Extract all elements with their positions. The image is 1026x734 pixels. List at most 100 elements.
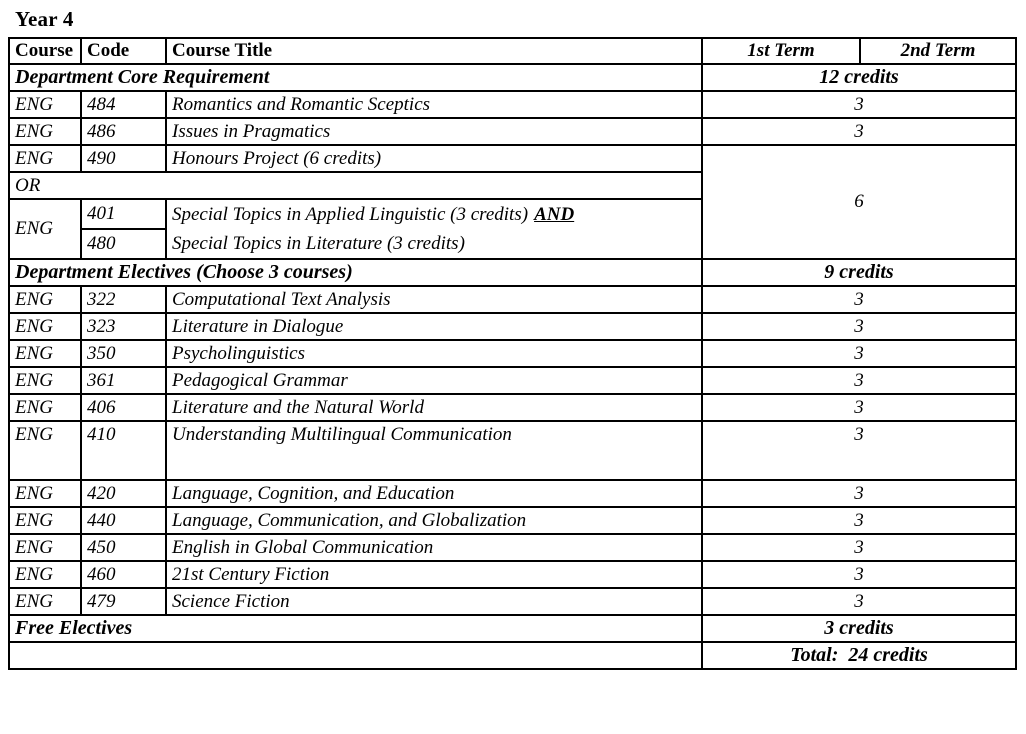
title-cell: Romantics and Romantic Sceptics (165, 90, 703, 119)
course-cell: ENG (8, 144, 82, 173)
course-row-eng484: ENG 484 Romantics and Romantic Sceptics … (8, 90, 1017, 119)
course-row-eng323: ENG 323 Literature in Dialogue 3 (8, 312, 1017, 341)
course-cell: ENG (8, 285, 82, 314)
title-cell: English in Global Communication (165, 533, 703, 562)
course-row-eng486: ENG 486 Issues in Pragmatics 3 (8, 117, 1017, 146)
code-cell: 484 (80, 90, 167, 119)
code-cell: 323 (80, 312, 167, 341)
course-row-eng460: ENG 460 21st Century Fiction 3 (8, 560, 1017, 589)
code-cell: 440 (80, 506, 167, 535)
code-cell: 322 (80, 285, 167, 314)
code-cell: 479 (80, 587, 167, 616)
title-cell: Science Fiction (165, 587, 703, 616)
course-row-eng410: ENG 410 Understanding Multilingual Commu… (8, 420, 1017, 481)
title-cell: Psycholinguistics (165, 339, 703, 368)
code-cell: 401 (80, 198, 167, 230)
code-cell: 486 (80, 117, 167, 146)
title-cell: Literature in Dialogue (165, 312, 703, 341)
title-cell: Literature and the Natural World (165, 393, 703, 422)
core-section-label: Department Core Requirement (8, 63, 703, 92)
course-row-eng406: ENG 406 Literature and the Natural World… (8, 393, 1017, 422)
course-cell: ENG (8, 366, 82, 395)
or-cell: OR (8, 171, 703, 200)
code-cell: 490 (80, 144, 167, 173)
alt-title-1-text: Special Topics in Applied Linguistic (3 … (172, 204, 529, 225)
core-section-credits: 12 credits (701, 63, 1017, 92)
course-row-eng350: ENG 350 Psycholinguistics 3 (8, 339, 1017, 368)
course-cell: ENG (8, 339, 82, 368)
core-section-row: Department Core Requirement 12 credits (8, 63, 1017, 92)
credits-cell: 3 (701, 393, 1017, 422)
title-cell: Language, Cognition, and Education (165, 479, 703, 508)
credits-cell: 3 (701, 339, 1017, 368)
credits-cell: 3 (701, 560, 1017, 589)
course-cell: ENG (8, 560, 82, 589)
title-cell: 21st Century Fiction (165, 560, 703, 589)
free-electives-row: Free Electives 3 credits (8, 614, 1017, 643)
credits-cell: 3 (701, 312, 1017, 341)
credits-cell: 3 (701, 420, 1017, 481)
title-cell: Understanding Multilingual Communication (165, 420, 703, 481)
code-cell: 406 (80, 393, 167, 422)
course-cell: ENG (8, 533, 82, 562)
credits-cell: 3 (701, 285, 1017, 314)
empty-cell (8, 641, 703, 670)
course-row-eng322: ENG 322 Computational Text Analysis 3 (8, 285, 1017, 314)
credits-cell: 3 (701, 506, 1017, 535)
title-cell: Honours Project (6 credits) (165, 144, 703, 173)
course-row-eng479: ENG 479 Science Fiction 3 (8, 587, 1017, 616)
code-cell: 420 (80, 479, 167, 508)
credits-cell: 3 (701, 533, 1017, 562)
course-row-eng440: ENG 440 Language, Communication, and Glo… (8, 506, 1017, 535)
title-cell: Issues in Pragmatics (165, 117, 703, 146)
course-cell: ENG (8, 117, 82, 146)
total-row: Total: 24 credits (8, 641, 1017, 670)
credits-cell: 3 (701, 366, 1017, 395)
honours-block-credits-cell: 6 (701, 144, 1017, 260)
code-cell: 450 (80, 533, 167, 562)
credits-cell: 3 (701, 117, 1017, 146)
table-header-row: Course Code Course Title 1st Term 2nd Te… (8, 37, 1017, 65)
alt-title-line-1: Special Topics in Applied Linguistic (3 … (172, 201, 696, 229)
title-cell: Computational Text Analysis (165, 285, 703, 314)
total-credits: Total: 24 credits (701, 641, 1017, 670)
course-row-eng490: ENG 490 Honours Project (6 credits) 6 (8, 144, 1017, 260)
alt-title-cell: Special Topics in Applied Linguistic (3 … (165, 198, 703, 260)
course-cell: ENG (8, 479, 82, 508)
and-connector: AND (534, 204, 575, 225)
header-course: Course (8, 37, 82, 65)
credits-cell: 3 (701, 479, 1017, 508)
page-title: Year 4 (15, 7, 74, 31)
course-cell: ENG (8, 198, 82, 260)
course-cell: ENG (8, 587, 82, 616)
course-cell: ENG (8, 90, 82, 119)
alt-title-line-2: Special Topics in Literature (3 credits) (172, 233, 465, 254)
course-row-eng450: ENG 450 English in Global Communication … (8, 533, 1017, 562)
free-electives-label: Free Electives (8, 614, 703, 643)
code-cell: 350 (80, 339, 167, 368)
electives-section-row: Department Electives (Choose 3 courses) … (8, 258, 1017, 287)
course-cell: ENG (8, 393, 82, 422)
credits-cell: 3 (701, 587, 1017, 616)
code-cell: 410 (80, 420, 167, 481)
course-cell: ENG (8, 420, 82, 481)
or-row: OR (8, 171, 1016, 200)
electives-section-credits: 9 credits (701, 258, 1017, 287)
credits-cell: 3 (701, 90, 1017, 119)
header-second-term: 2nd Term (859, 37, 1017, 65)
course-row-eng420: ENG 420 Language, Cognition, and Educati… (8, 479, 1017, 508)
course-row-eng361: ENG 361 Pedagogical Grammar 3 (8, 366, 1017, 395)
header-course-title: Course Title (165, 37, 703, 65)
year4-course-table: Course Code Course Title 1st Term 2nd Te… (8, 37, 1017, 670)
header-code: Code (80, 37, 167, 65)
title-cell: Language, Communication, and Globalizati… (165, 506, 703, 535)
title-cell: Pedagogical Grammar (165, 366, 703, 395)
header-first-term: 1st Term (701, 37, 861, 65)
electives-section-label: Department Electives (Choose 3 courses) (8, 258, 703, 287)
course-cell: ENG (8, 312, 82, 341)
course-row-eng480: 480 (9, 228, 1016, 260)
course-row-eng401: ENG 401 Special Topics in Applied Lingui… (8, 198, 1016, 260)
free-electives-credits: 3 credits (701, 614, 1017, 643)
code-cell: 480 (80, 228, 167, 260)
